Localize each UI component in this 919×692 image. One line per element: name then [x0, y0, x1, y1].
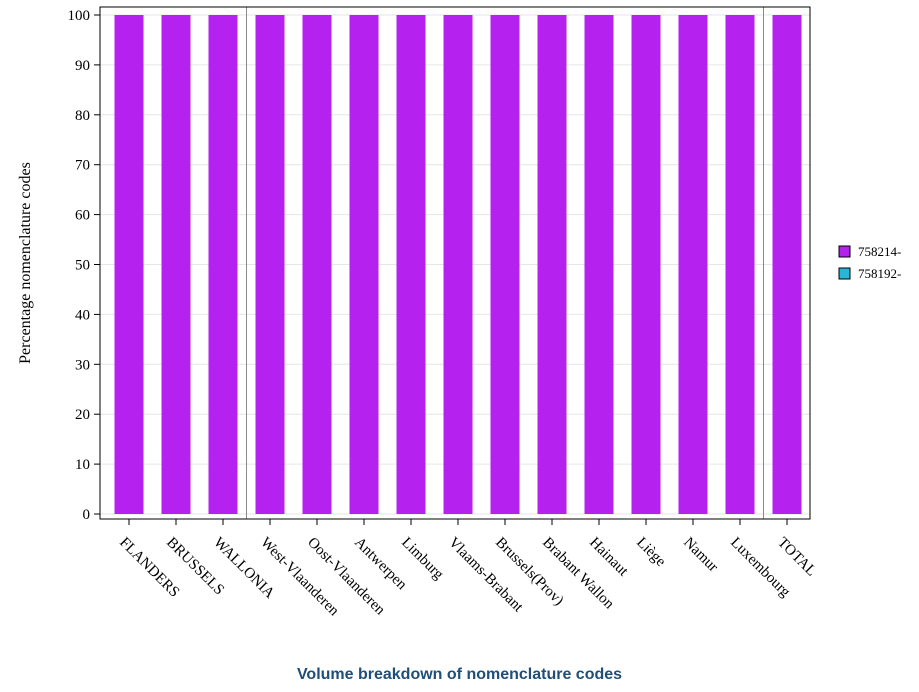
- y-tick-label: 100: [68, 8, 91, 24]
- bar-758214--Antwerpen: [349, 15, 379, 514]
- group-separators: [246, 7, 764, 519]
- bar-758214--Oost-Vlaanderen: [302, 15, 332, 514]
- legend-swatch: [838, 267, 851, 280]
- bar-758214--Vlaams-Brabant: [443, 15, 473, 514]
- bar-758214--Brussels(Prov): [490, 15, 520, 514]
- bar-758214--Limburg: [396, 15, 426, 514]
- x-tick-label: Limburg: [398, 535, 447, 584]
- x-tick-label: Namur: [680, 535, 721, 576]
- bar-758214--Hainaut: [584, 15, 614, 514]
- y-tick-label: 20: [75, 407, 90, 423]
- x-tick-label: Liège: [633, 535, 669, 571]
- legend-label: 758192-: [858, 266, 901, 281]
- y-tick-label: 40: [75, 307, 90, 323]
- y-axis: 0 10 20 30 40 50 60 70 80 90 100: [68, 8, 100, 523]
- bar-758214--TOTAL: [772, 15, 802, 514]
- x-axis: FLANDERSBRUSSELSWALLONIAWest-VlaanderenO…: [116, 519, 819, 620]
- bar-758214--BRUSSELS: [161, 15, 191, 514]
- y-tick-label: 80: [75, 108, 90, 124]
- y-tick-label: 50: [75, 258, 90, 274]
- bar-758214--WALLONIA: [208, 15, 238, 514]
- bar-chart: 0 10 20 30 40 50 60 70 80 90 100 FLANDERSBRUSSELSW…: [17, 6, 901, 620]
- y-tick-label: 90: [75, 58, 90, 74]
- y-tick-label: 0: [83, 507, 91, 523]
- bar-758214--Liège: [631, 15, 661, 514]
- bar-758214--Brabant Wallon: [537, 15, 567, 514]
- bar-758214--FLANDERS: [114, 15, 144, 514]
- legend-swatch: [838, 245, 851, 258]
- y-tick-label: 70: [75, 158, 90, 174]
- chart-caption: Volume breakdown of nomenclature codes: [296, 666, 623, 683]
- plot-frame: [99, 6, 811, 520]
- y-tick-label: 10: [75, 457, 90, 473]
- bar-758214--West-Vlaanderen: [255, 15, 285, 514]
- x-tick-label: Hainaut: [586, 535, 631, 580]
- y-tick-label: 30: [75, 357, 90, 373]
- bar-758214--Namur: [678, 15, 708, 514]
- bars: [114, 15, 802, 514]
- y-tick-label: 60: [75, 208, 90, 224]
- bar-758214--Luxembourg: [725, 15, 755, 514]
- legend-label: 758214-: [858, 244, 901, 259]
- legend: 758214- 758192-: [838, 244, 901, 281]
- y-axis-title: Percentage nomenclature codes: [17, 162, 34, 364]
- x-tick-label: TOTAL: [774, 535, 819, 580]
